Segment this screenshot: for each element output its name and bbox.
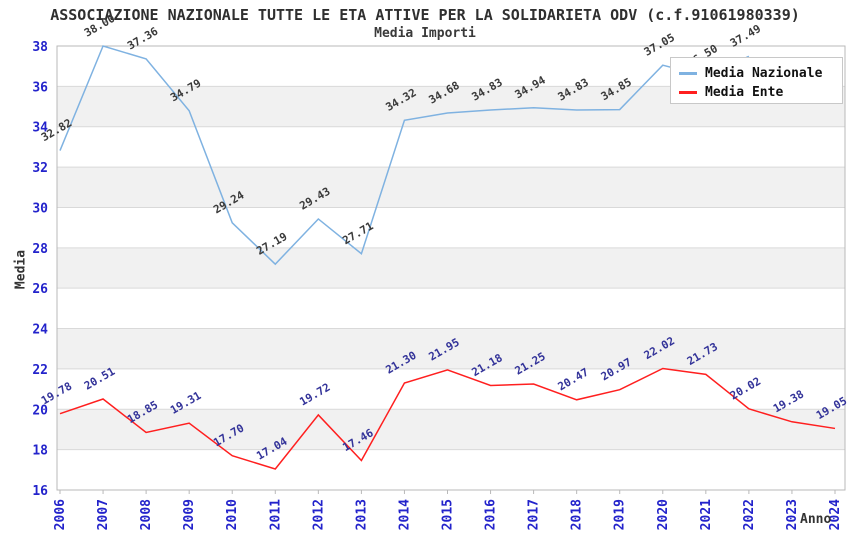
y-tick-label: 26 — [32, 282, 48, 297]
series-line-media-ente — [59, 367, 836, 470]
y-tick-label: 18 — [32, 444, 48, 459]
plot-band — [57, 409, 845, 450]
y-tick-label: 34 — [32, 121, 48, 136]
y-tick-label: 28 — [32, 242, 48, 257]
plot-band — [57, 247, 845, 289]
x-tick-label: 2017 — [527, 499, 542, 530]
x-tick-label: 2011 — [268, 499, 283, 530]
plot-band — [57, 449, 845, 490]
x-tick-label: 2018 — [570, 499, 585, 530]
x-tick-label: 2007 — [96, 499, 111, 530]
chart-title: ASSOCIAZIONE NAZIONALE TUTTE LE ETA ATTI… — [50, 6, 800, 24]
x-tick-label: 2014 — [397, 499, 412, 530]
x-tick-label: 2010 — [225, 499, 240, 530]
plot-band — [57, 207, 845, 248]
x-axis-title: Anno — [800, 512, 832, 527]
x-tick-label: 2016 — [484, 499, 499, 530]
y-tick-label: 38 — [32, 40, 48, 55]
data-label-media-nazionale: 38.00 — [82, 12, 117, 40]
x-tick-label: 2023 — [785, 499, 800, 530]
legend-item-media-nazionale: Media Nazionale — [679, 64, 842, 83]
legend: Media Nazionale Media Ente — [670, 57, 843, 104]
x-tick-label: 2012 — [311, 499, 326, 530]
plot-band — [57, 368, 845, 410]
x-tick-label: 2024 — [828, 499, 843, 530]
x-tick-label: 2008 — [139, 499, 154, 530]
legend-item-media-ente: Media Ente — [679, 83, 842, 102]
y-tick-label: 36 — [32, 80, 48, 95]
legend-label-media-nazionale: Media Nazionale — [705, 66, 823, 81]
x-tick-label: 2006 — [53, 499, 68, 530]
x-tick-label: 2015 — [441, 499, 456, 530]
legend-swatch-media-nazionale — [679, 72, 697, 75]
y-tick-label: 22 — [32, 363, 48, 378]
y-tick-label: 24 — [32, 323, 48, 338]
legend-label-media-ente: Media Ente — [705, 85, 784, 100]
x-tick-label: 2019 — [613, 499, 628, 530]
series-line-media-nazionale — [59, 45, 750, 266]
plot-border — [56, 45, 846, 491]
x-tick-label: 2009 — [182, 499, 197, 530]
x-tick-label: 2022 — [742, 499, 757, 530]
x-tick-label: 2021 — [699, 499, 714, 530]
chart-subtitle: Media Importi — [374, 26, 476, 41]
y-tick-label: 30 — [32, 201, 48, 216]
legend-swatch-media-ente — [679, 91, 697, 94]
y-tick-label: 16 — [32, 484, 48, 499]
x-tick-label: 2020 — [656, 499, 671, 530]
plot-band — [57, 126, 845, 168]
plot-band — [57, 288, 845, 329]
y-axis-title: Media — [13, 249, 29, 290]
y-tick-label: 20 — [32, 403, 48, 418]
y-tick-label: 32 — [32, 161, 48, 176]
plot-band — [57, 167, 845, 208]
x-tick-label: 2013 — [354, 499, 369, 530]
plot-band — [57, 328, 845, 369]
